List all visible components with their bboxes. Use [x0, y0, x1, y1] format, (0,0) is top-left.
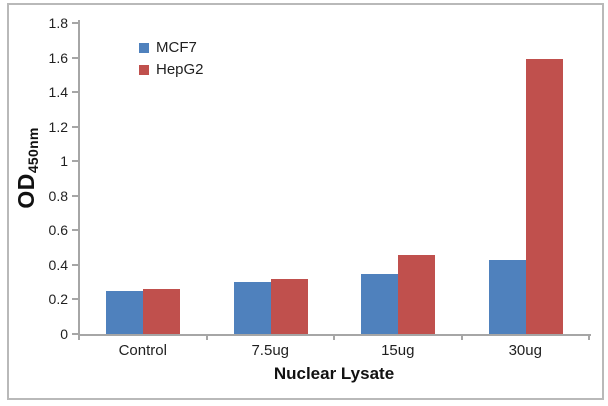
bar-mcf7-control: [106, 290, 144, 334]
bar-mcf7-15ug: [361, 273, 399, 334]
y-tick-mark: [72, 160, 78, 163]
y-tick-label: 1.2: [48, 118, 68, 135]
y-tick-mark: [72, 229, 78, 232]
category-label: 7.5ug: [251, 342, 290, 359]
x-tick-mark: [78, 335, 80, 340]
legend-item-mcf7: MCF7: [139, 39, 204, 56]
legend-marker-icon: [139, 64, 149, 75]
x-tick-mark: [588, 335, 590, 340]
y-tick-mark: [72, 194, 78, 197]
y-tick-mark: [72, 56, 78, 59]
y-tick-mark: [72, 333, 78, 335]
bar-hepg2-control: [143, 289, 181, 334]
y-axis-line: [78, 20, 80, 335]
category-label: Control: [118, 342, 167, 359]
y-tick-label: 1.4: [48, 84, 68, 101]
y-tick-label: 1: [60, 153, 68, 170]
bar-mcf7-30ug: [488, 259, 526, 334]
legend-label: HepG2: [156, 61, 204, 78]
bar-hepg2-30ug: [525, 59, 563, 334]
x-tick-mark: [460, 335, 463, 340]
y-tick-mark: [72, 263, 78, 266]
legend-item-hepg2: HepG2: [139, 61, 204, 78]
y-tick-label: 0.2: [48, 291, 68, 308]
y-tick-mark: [72, 125, 78, 128]
y-tick-label: 0.6: [48, 222, 68, 239]
bar-mcf7-7.5ug: [233, 282, 271, 334]
y-tick-mark: [72, 298, 78, 301]
legend: MCF7 HepG2: [139, 39, 204, 85]
legend-marker-icon: [139, 42, 149, 53]
y-tick-label: 0: [60, 326, 68, 342]
bar-hepg2-15ug: [398, 254, 436, 334]
x-tick-mark: [205, 335, 208, 340]
y-tick-mark: [72, 22, 78, 24]
y-tick-mark: [72, 91, 78, 94]
category-label: 30ug: [508, 342, 542, 359]
category-label: 15ug: [381, 342, 415, 359]
y-tick-label: 1.6: [48, 49, 68, 66]
x-tick-mark: [333, 335, 335, 340]
y-tick-label: 1.8: [48, 15, 68, 31]
y-tick-label: 0.4: [48, 256, 68, 273]
legend-label: MCF7: [156, 39, 197, 56]
y-tick-label: 0.8: [48, 187, 68, 204]
bar-hepg2-7.5ug: [270, 278, 308, 334]
x-axis-title: Nuclear Lysate: [273, 364, 395, 383]
